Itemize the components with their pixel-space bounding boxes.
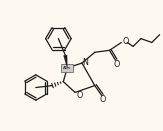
Text: Abs: Abs <box>63 66 71 70</box>
FancyBboxPatch shape <box>61 64 74 72</box>
Text: O: O <box>122 37 128 46</box>
Polygon shape <box>64 55 67 68</box>
Text: N: N <box>82 58 88 67</box>
Text: O: O <box>99 95 106 104</box>
Text: O: O <box>77 91 83 100</box>
Text: O: O <box>113 59 120 69</box>
